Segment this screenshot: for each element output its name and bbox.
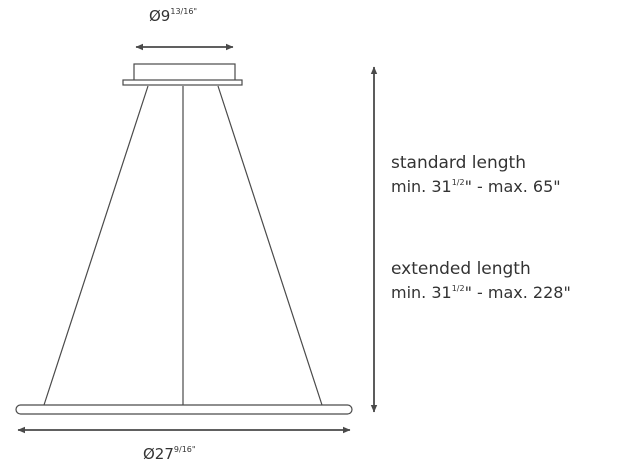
suspension-cable-left — [43, 85, 149, 406]
ring-fixture — [15, 404, 353, 415]
canopy-diameter-label: Ø913/16" — [149, 7, 198, 25]
ring-diameter-fraction: 9/16" — [173, 445, 196, 454]
extended-length-range: min. 311/2" - max. 228" — [391, 283, 571, 302]
canopy-body — [133, 63, 236, 82]
standard-length-heading: standard length — [391, 153, 526, 173]
suspension-cable-right — [217, 85, 323, 406]
canopy-base-plate — [122, 79, 243, 86]
extended-length-heading: extended length — [391, 259, 531, 279]
canopy-diameter-value: Ø9 — [149, 7, 171, 25]
extended-length-spec: extended length min. 311/2" - max. 228" — [391, 258, 571, 307]
canopy-diameter-fraction: 13/16" — [170, 7, 198, 16]
ring-diameter-value: Ø27 — [143, 445, 174, 463]
standard-length-range: min. 311/2" - max. 65" — [391, 177, 561, 196]
standard-length-spec: standard length min. 311/2" - max. 65" — [391, 152, 561, 201]
ring-diameter-label: Ø279/16" — [143, 445, 196, 463]
